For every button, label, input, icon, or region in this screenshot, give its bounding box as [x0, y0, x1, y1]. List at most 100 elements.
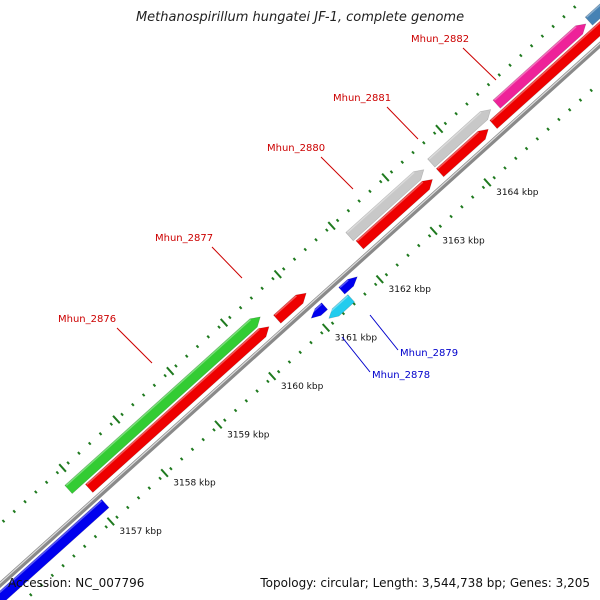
- minor-tick: [519, 53, 523, 58]
- cds-arrow-mhun-2881: [435, 128, 489, 178]
- minor-tick: [266, 379, 270, 384]
- minor-tick: [309, 340, 313, 345]
- cds-arrow-mhun-2880: [355, 179, 433, 250]
- minor-tick: [449, 214, 453, 219]
- minor-tick: [147, 486, 152, 490]
- minor-tick: [395, 263, 399, 267]
- minor-tick: [201, 437, 205, 442]
- gene-arrow-mhun-2882-shade: [493, 26, 577, 101]
- minor-tick: [529, 44, 534, 48]
- major-tick: [268, 371, 277, 381]
- minor-tick: [524, 146, 529, 151]
- minor-tick: [486, 82, 491, 87]
- minor-tick: [77, 451, 81, 456]
- minor-tick: [190, 447, 195, 452]
- major-tick: [166, 366, 175, 376]
- minor-tick: [55, 470, 60, 475]
- tick-label: 3157 kbp: [119, 527, 162, 537]
- minor-tick: [335, 218, 340, 223]
- gene-arrow-mhun-2879-a-shade: [309, 303, 323, 316]
- gene-labels: Mhun_2876 Mhun_2877 Mhun_2880 Mhun_2881 Mhun…: [58, 34, 497, 381]
- minor-tick: [454, 111, 458, 116]
- minor-tick: [174, 364, 178, 368]
- minor-tick: [50, 573, 55, 578]
- minor-tick: [287, 360, 292, 364]
- backbone-highlight: [0, 42, 600, 584]
- minor-tick: [244, 398, 249, 403]
- gene-arrow-steel: [584, 3, 600, 26]
- minor-tick: [120, 412, 124, 417]
- minor-tick: [546, 127, 550, 131]
- accession-text: Accession: NC_007796: [8, 576, 145, 590]
- minor-tick: [357, 199, 361, 203]
- major-tick: [219, 318, 229, 328]
- backbone-line: [0, 41, 600, 589]
- minor-tick: [12, 509, 17, 514]
- minor-tick: [508, 63, 512, 68]
- minor-tick: [578, 98, 583, 102]
- minor-tick: [368, 189, 372, 194]
- minor-tick: [131, 402, 135, 407]
- gene-label-leader: [211, 246, 243, 279]
- gene-arrow-mhun-2880: [345, 169, 425, 242]
- minor-tick: [363, 292, 367, 296]
- tick-label: 3158 kbp: [173, 479, 216, 489]
- minor-tick: [443, 121, 448, 126]
- minor-tick: [158, 476, 162, 481]
- major-tick: [58, 463, 67, 473]
- minor-tick: [562, 14, 566, 19]
- minor-tick: [169, 466, 173, 471]
- major-tick: [381, 172, 390, 182]
- gene-label-leader: [386, 106, 419, 140]
- minor-tick: [422, 141, 426, 145]
- genome-title: Methanospirillum hungatei JF-1, complete…: [135, 10, 465, 25]
- major-ticks: 3157 kbp 3158 kbp 3159 kbp 3160 kbp 3161 kbp…: [58, 124, 539, 537]
- minor-tick: [104, 525, 108, 529]
- gene-arrow-mhun-2878: [328, 294, 355, 319]
- minor-tick: [206, 335, 211, 339]
- minor-tick: [589, 88, 593, 93]
- gene-label-leader: [341, 336, 371, 373]
- minor-tick: [126, 505, 130, 510]
- minor-tick: [212, 428, 216, 432]
- gene-label-text: Mhun_2881: [333, 93, 391, 104]
- gene-arrow-mhun-2879-b: [338, 276, 358, 295]
- minor-tick: [152, 383, 157, 388]
- gene-label-text: Mhun_2876: [58, 314, 116, 325]
- minor-tick: [255, 389, 259, 393]
- minor-tick: [39, 583, 44, 587]
- minor-tick: [228, 315, 232, 320]
- minor-tick: [136, 495, 141, 500]
- minor-tick: [475, 92, 480, 97]
- gene-arrow-mhun-2881: [427, 109, 492, 168]
- minor-tick: [497, 73, 502, 77]
- minor-tick: [492, 175, 496, 180]
- cds-arrow-mhun-2876-shade: [86, 328, 260, 485]
- tick-label: 3163 kbp: [442, 237, 485, 247]
- cds-arrow-mhun-2880-shade: [356, 181, 424, 242]
- genome-stats-text: Topology: circular; Length: 3,544,738 bp…: [260, 576, 590, 590]
- minor-tick: [276, 369, 281, 374]
- minor-tick: [481, 185, 486, 190]
- cds-arrow-mhun-2882-shade: [490, 21, 600, 122]
- minor-tick: [432, 131, 437, 135]
- minor-tick: [460, 204, 464, 209]
- major-tick: [327, 221, 336, 231]
- minor-tick: [23, 499, 27, 504]
- tick-label: 3161 kbp: [335, 333, 378, 343]
- minor-tick: [406, 253, 410, 258]
- minor-tick: [470, 195, 475, 199]
- gene-label-leader: [320, 156, 354, 190]
- gene-arrow-mhun-2876: [64, 316, 261, 495]
- minor-tick: [223, 418, 227, 422]
- minor-tick: [325, 228, 329, 232]
- gene-label-text: Mhun_2880: [267, 143, 325, 154]
- minor-tick: [314, 238, 318, 242]
- minor-tick: [346, 208, 351, 213]
- major-tick: [112, 415, 121, 424]
- minor-tick: [61, 563, 65, 568]
- major-tick: [375, 274, 384, 284]
